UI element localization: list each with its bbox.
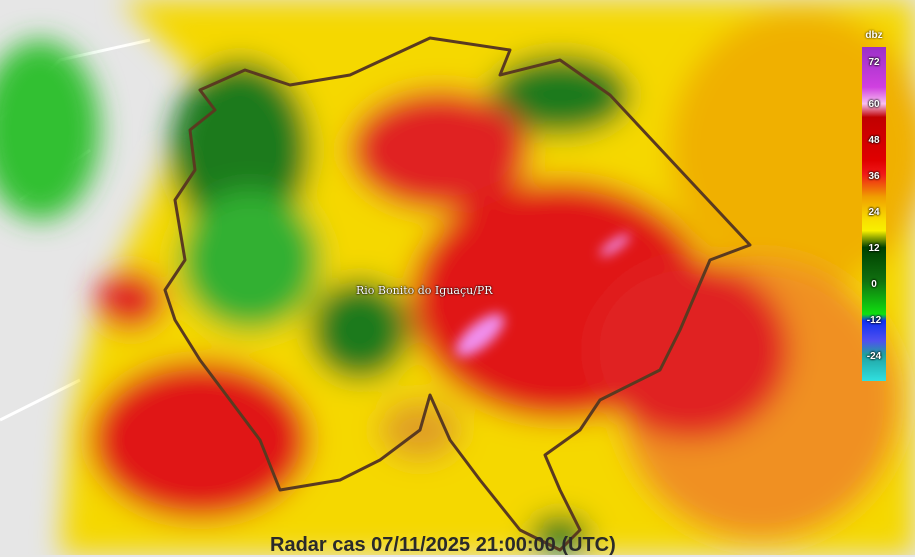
legend-tick: 60 [868, 99, 880, 110]
legend-tick: 48 [868, 135, 880, 146]
legend-tick: -12 [866, 315, 882, 326]
legend-tick: 24 [868, 207, 880, 218]
legend-unit: dbz [865, 30, 883, 41]
legend-color-bar: 72 60 48 36 24 12 0 -12 -24 [862, 47, 886, 381]
legend-tick: -24 [866, 351, 882, 362]
legend-tick: 72 [868, 57, 880, 68]
legend-tick: 0 [871, 279, 877, 290]
legend-tick: 36 [868, 171, 880, 182]
dbz-legend: dbz 72 60 48 36 24 12 0 -12 -24 [862, 30, 886, 381]
radar-timestamp-caption: Radar cas 07/11/2025 21:00:00 (UTC) [270, 534, 616, 556]
municipality-boundary [163, 36, 752, 552]
radar-core [455, 233, 631, 357]
city-label: Rio Bonito do Iguaçu/PR [356, 284, 493, 297]
legend-tick: 12 [868, 243, 880, 254]
